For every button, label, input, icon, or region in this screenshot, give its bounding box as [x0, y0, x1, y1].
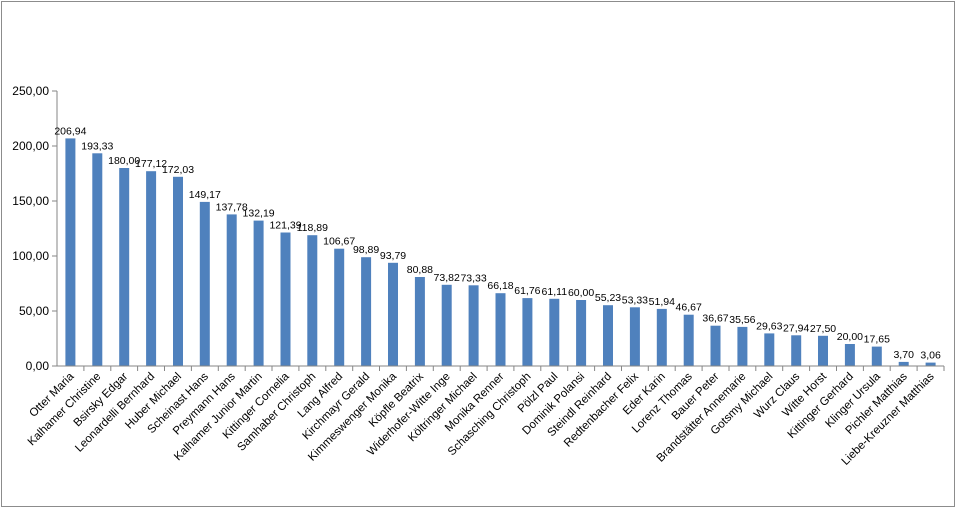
- bar: [253, 220, 264, 366]
- data-label: 73,82: [434, 272, 460, 284]
- data-label: 66,18: [487, 280, 513, 292]
- data-label: 61,11: [542, 286, 568, 298]
- data-label: 20,00: [837, 331, 863, 343]
- data-label: 51,94: [649, 296, 675, 308]
- bar: [65, 138, 76, 366]
- data-label: 206,94: [54, 125, 86, 137]
- bar: [173, 176, 183, 366]
- data-label: 121,39: [269, 220, 301, 232]
- bar: [629, 307, 640, 366]
- bar: [146, 171, 157, 366]
- y-tick-label: 200,00: [12, 139, 49, 153]
- y-tick-label: 150,00: [12, 194, 49, 208]
- bar: [603, 305, 613, 366]
- bar: [361, 257, 372, 366]
- bar: [226, 214, 237, 366]
- data-label: 60,00: [568, 287, 594, 299]
- data-label: 3,70: [893, 349, 914, 361]
- bar: [764, 333, 775, 366]
- data-label: 149,17: [189, 189, 221, 201]
- y-tick-label: 250,00: [12, 84, 49, 98]
- bar: [925, 362, 936, 366]
- data-label: 35,56: [729, 314, 755, 326]
- data-label: 180,00: [108, 155, 140, 167]
- data-label: 46,67: [676, 302, 702, 314]
- y-tick-label: 0,00: [26, 359, 50, 373]
- data-label: 132,19: [243, 208, 275, 220]
- data-label: 137,78: [216, 201, 248, 213]
- bar: [468, 285, 479, 366]
- bar: [522, 298, 533, 366]
- data-label: 53,33: [622, 294, 648, 306]
- y-tick-label: 50,00: [19, 304, 49, 318]
- data-label: 118,89: [297, 222, 328, 234]
- bar: [737, 326, 748, 366]
- data-label: 193,33: [81, 140, 113, 152]
- data-label: 172,03: [162, 164, 194, 176]
- data-label: 80,88: [407, 264, 433, 276]
- y-tick-label: 100,00: [12, 249, 49, 263]
- data-label: 36,67: [702, 313, 728, 325]
- bar: [576, 300, 587, 366]
- bar: [414, 277, 425, 366]
- bar: [280, 232, 291, 366]
- data-label: 98,89: [353, 244, 379, 256]
- data-label: 61,76: [514, 285, 540, 297]
- bar: [495, 293, 506, 366]
- y-axis: 0,00 50,00 100,00 150,00 200,00 250,00: [12, 84, 58, 373]
- bar: [683, 314, 694, 366]
- bar: [307, 235, 318, 366]
- data-label: 73,33: [460, 272, 486, 284]
- bar: [710, 325, 721, 366]
- bar: [844, 344, 855, 366]
- bars: [65, 138, 936, 367]
- bar: [656, 308, 667, 366]
- bar: [388, 262, 398, 366]
- data-label: 177,12: [135, 158, 167, 170]
- bar: [871, 346, 882, 366]
- data-label: 27,50: [810, 323, 836, 335]
- bar: [92, 153, 103, 366]
- bar: [199, 201, 210, 366]
- bar: [549, 298, 560, 366]
- data-label: 17,65: [864, 334, 890, 346]
- bar: [334, 248, 345, 366]
- data-label: 3,06: [920, 350, 941, 362]
- bar: [441, 284, 452, 366]
- bar: [898, 361, 909, 366]
- bar: [818, 335, 828, 367]
- bar: [119, 168, 130, 366]
- data-label: 55,23: [595, 292, 621, 304]
- data-label: 93,79: [380, 250, 406, 262]
- bar: [791, 335, 802, 366]
- data-label: 106,67: [323, 236, 355, 248]
- data-label: 27,94: [783, 322, 809, 334]
- data-label: 29,63: [756, 320, 782, 332]
